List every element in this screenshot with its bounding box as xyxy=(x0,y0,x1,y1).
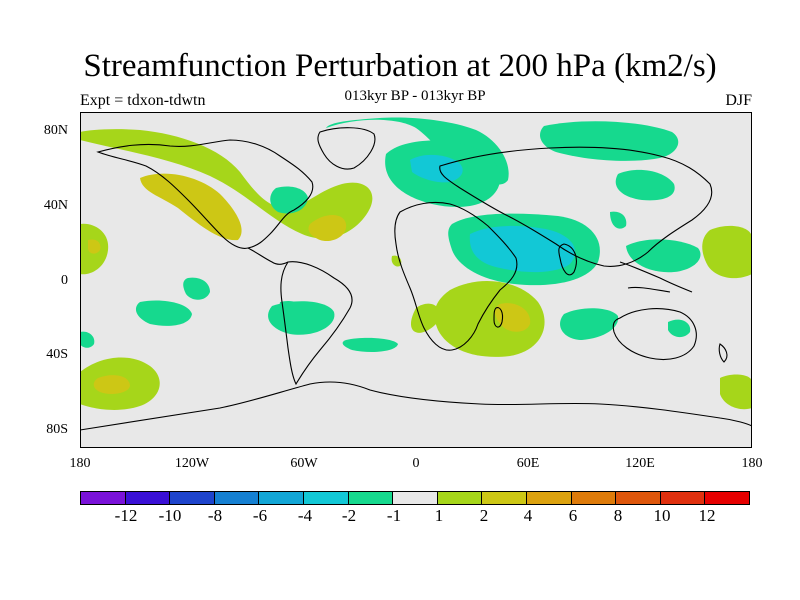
x-tick-label: 180 xyxy=(69,456,91,471)
contour-negative-region xyxy=(410,154,463,183)
colorbar-swatch xyxy=(526,492,572,504)
streamfunction-map xyxy=(80,112,752,448)
map-border xyxy=(80,112,752,448)
contour-negative-region xyxy=(560,308,619,340)
contour-positive-region xyxy=(93,375,130,394)
colorbar-swatch xyxy=(170,492,215,504)
x-tick-label: 120W xyxy=(174,456,210,471)
colorbar xyxy=(80,491,750,505)
y-tick-label: 40N xyxy=(43,198,68,213)
chart-title: Streamfunction Perturbation at 200 hPa (… xyxy=(83,48,717,84)
colorbar-label: -1 xyxy=(386,506,402,525)
colorbar-label: 1 xyxy=(434,506,444,525)
colorbar-label: 6 xyxy=(568,506,578,525)
contour-negative-region xyxy=(183,277,210,300)
contour-negative-region xyxy=(268,301,335,335)
colorbar-swatch xyxy=(303,492,349,504)
contour-positive-region xyxy=(720,374,752,410)
contour-positive-region xyxy=(140,173,242,241)
contour-positive-region xyxy=(88,239,101,254)
y-tick-label: 80S xyxy=(46,422,68,437)
colorbar-swatch xyxy=(125,492,171,504)
contour-negative-region xyxy=(135,300,192,326)
colorbar-label: 8 xyxy=(613,506,623,525)
coastlines xyxy=(80,127,752,431)
colorbar-label: -12 xyxy=(114,506,138,525)
x-tick-label: 180 xyxy=(741,456,763,471)
chart-subtitle: 013kyr BP - 013kyr BP xyxy=(344,88,486,104)
colorbar-swatch xyxy=(616,492,661,504)
contour-negative-region xyxy=(610,211,627,229)
colorbar-label: -2 xyxy=(341,506,357,525)
colorbar-swatch xyxy=(705,492,749,504)
contour-negative-region xyxy=(540,121,679,161)
colorbar-label: 10 xyxy=(653,506,671,525)
colorbar-label: -10 xyxy=(158,506,182,525)
contour-negative-region xyxy=(668,319,691,338)
contour-positive-region xyxy=(702,225,752,279)
experiment-label: Expt = tdxon-tdwtn xyxy=(80,92,206,109)
colorbar-swatch xyxy=(660,492,706,504)
contour-negative-region xyxy=(626,239,701,273)
x-tick-label: 60W xyxy=(290,456,318,471)
y-tick-label: 40S xyxy=(46,347,68,362)
contour-negative-region xyxy=(469,225,576,273)
contour-positive-region xyxy=(80,129,373,239)
colorbar-label: -8 xyxy=(207,506,223,525)
colorbar-swatch xyxy=(214,492,260,504)
colorbar-label: -4 xyxy=(297,506,313,525)
colorbar-swatch xyxy=(393,492,438,504)
contour-negative-region xyxy=(80,331,95,348)
colorbar-swatch xyxy=(482,492,527,504)
colorbar-swatch xyxy=(571,492,617,504)
x-tick-label: 60E xyxy=(516,456,540,471)
y-tick-label: 0 xyxy=(61,273,68,288)
x-tick-label: 0 xyxy=(412,456,420,471)
season-label: DJF xyxy=(725,92,752,109)
contour-fills xyxy=(80,129,752,410)
colorbar-swatch xyxy=(81,492,126,504)
contour-positive-region xyxy=(308,215,347,242)
colorbar-label: 12 xyxy=(698,506,716,525)
colorbar-label: 4 xyxy=(523,506,533,525)
colorbar-swatch xyxy=(437,492,483,504)
contour-negative-region xyxy=(342,337,398,352)
colorbar-label: 2 xyxy=(479,506,489,525)
colorbar-swatch xyxy=(348,492,394,504)
contour-positive-region xyxy=(434,280,545,357)
contour-negative-region xyxy=(615,169,675,201)
y-tick-label: 80N xyxy=(43,123,68,138)
x-tick-label: 120E xyxy=(625,456,655,471)
colorbar-swatch xyxy=(259,492,304,504)
contour-positive-region xyxy=(494,303,531,332)
colorbar-label: -6 xyxy=(252,506,268,525)
